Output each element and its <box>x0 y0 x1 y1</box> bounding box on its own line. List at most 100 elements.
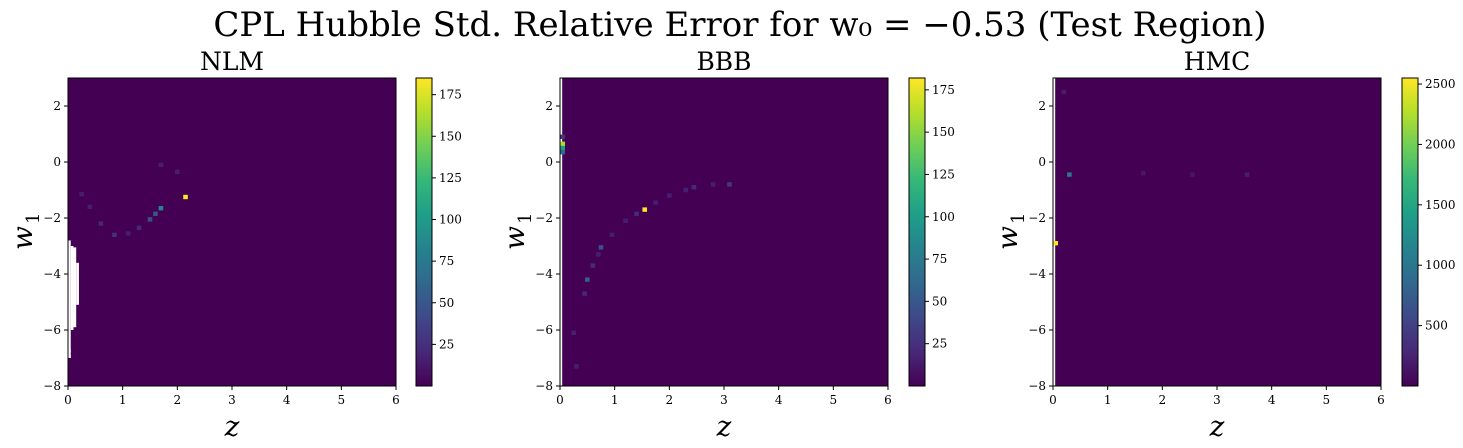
heatmap-cell <box>727 182 732 187</box>
y-tick-label: −2 <box>535 211 553 225</box>
y-tick-label: −8 <box>1028 379 1046 393</box>
y-axis-label-text: w <box>498 226 531 250</box>
y-axis-label: w1 <box>991 213 1029 250</box>
colorbar-tick-label: 75 <box>439 254 454 268</box>
heatmap-cell <box>125 231 131 236</box>
x-tick-label: 3 <box>228 393 236 407</box>
colorbar-tick-label: 150 <box>439 129 462 143</box>
heatmap-cell <box>634 211 639 216</box>
heatmap-cell <box>598 245 604 250</box>
heatmap-cell <box>710 182 716 187</box>
heatmap-cell <box>1190 172 1195 177</box>
heatmap-cell <box>642 207 648 212</box>
x-tick-label: 2 <box>1159 393 1167 407</box>
colorbar-tick-label: 125 <box>439 171 462 185</box>
heatmap-cell <box>560 134 566 139</box>
heatmap-cell <box>136 225 142 230</box>
heatmap-cell <box>158 162 164 167</box>
heatmap-cell <box>582 291 587 296</box>
y-axis-label: w1 <box>6 213 44 250</box>
heatmap-cell <box>574 364 579 369</box>
x-tick-label: 1 <box>119 393 127 407</box>
x-tick-label: 5 <box>338 393 346 407</box>
y-tick-label: 0 <box>545 155 553 169</box>
heatmap-background <box>1053 78 1381 386</box>
heatmap-cell <box>79 192 84 197</box>
x-tick-label: 2 <box>666 393 674 407</box>
x-tick-label: 1 <box>1104 393 1112 407</box>
masked-cell <box>68 240 71 358</box>
masked-cell <box>76 262 79 305</box>
colorbar-tick-label: 1000 <box>1425 258 1456 272</box>
colorbar-tick-label: 50 <box>932 294 947 308</box>
y-axis-label-subscript: 1 <box>515 213 536 224</box>
colorbar-tick-label: 500 <box>1425 319 1448 333</box>
colorbar <box>908 77 926 387</box>
colorbar-tick-label: 2000 <box>1425 137 1456 151</box>
colorbar-tick-label: 75 <box>932 252 947 266</box>
y-axis-label: w1 <box>498 213 536 250</box>
x-tick-label: 3 <box>720 393 728 407</box>
heatmap-cell <box>1053 241 1059 246</box>
y-tick-label: −6 <box>43 323 61 337</box>
colorbar-tick-label: 2500 <box>1425 77 1456 91</box>
heatmap-cell <box>153 211 158 216</box>
x-axis-label: z <box>1209 410 1225 443</box>
y-tick-label: 0 <box>1038 155 1046 169</box>
x-tick-label: 0 <box>1049 393 1057 407</box>
x-axis-label: z <box>716 410 732 443</box>
x-tick-label: 4 <box>283 393 291 407</box>
y-tick-label: −4 <box>1028 267 1046 281</box>
heatmap-cell <box>653 200 658 205</box>
y-axis-label-subscript: 1 <box>1008 213 1029 224</box>
heatmap-cell <box>158 206 164 211</box>
x-tick-label: 6 <box>392 393 400 407</box>
x-tick-label: 3 <box>1213 393 1221 407</box>
x-axis-label: z <box>224 410 240 443</box>
heatmap-cell <box>560 141 566 146</box>
x-tick-label: 1 <box>611 393 619 407</box>
colorbar-tick-label: 25 <box>439 337 454 351</box>
colorbar-tick-label: 100 <box>932 210 955 224</box>
heatmap-cell <box>183 194 188 200</box>
y-tick-label: −6 <box>535 323 553 337</box>
y-axis-label-text: w <box>991 226 1024 250</box>
heatmap-cell <box>590 263 596 268</box>
x-tick-label: 2 <box>174 393 182 407</box>
panel-title: HMC <box>1184 47 1251 76</box>
heatmap-cell <box>560 150 566 155</box>
heatmap-cell <box>683 187 689 193</box>
y-tick-label: −8 <box>43 379 61 393</box>
panel-title: NLM <box>200 47 264 76</box>
x-tick-label: 6 <box>1377 393 1385 407</box>
heatmap-cell <box>1140 171 1146 176</box>
heatmap-cell <box>175 169 180 174</box>
colorbar <box>1401 77 1419 387</box>
heatmap-background <box>68 78 396 386</box>
colorbar-tick-label: 25 <box>932 337 947 351</box>
colorbar-tick-label: 100 <box>439 213 462 227</box>
masked-cell <box>73 247 77 328</box>
x-tick-label: 4 <box>775 393 783 407</box>
colorbar-tick-label: 1500 <box>1425 198 1456 212</box>
y-tick-label: −4 <box>43 267 61 281</box>
heatmap-cell <box>1061 89 1067 95</box>
heatmap-cell <box>112 232 117 237</box>
heatmap-cell <box>691 185 697 190</box>
x-tick-label: 5 <box>830 393 838 407</box>
y-tick-label: −4 <box>535 267 553 281</box>
masked-cell <box>68 349 71 353</box>
heatmap-cell <box>609 232 615 237</box>
colorbar-tick-label: 175 <box>932 83 955 97</box>
heatmap-cell <box>1244 172 1250 177</box>
x-tick-label: 0 <box>556 393 564 407</box>
y-tick-label: −2 <box>43 211 61 225</box>
colorbar-tick-label: 125 <box>932 167 955 181</box>
y-tick-label: 2 <box>545 99 553 113</box>
y-tick-label: −2 <box>1028 211 1046 225</box>
figure-suptitle: CPL Hubble Std. Relative Error for w₀ = … <box>213 5 1266 45</box>
